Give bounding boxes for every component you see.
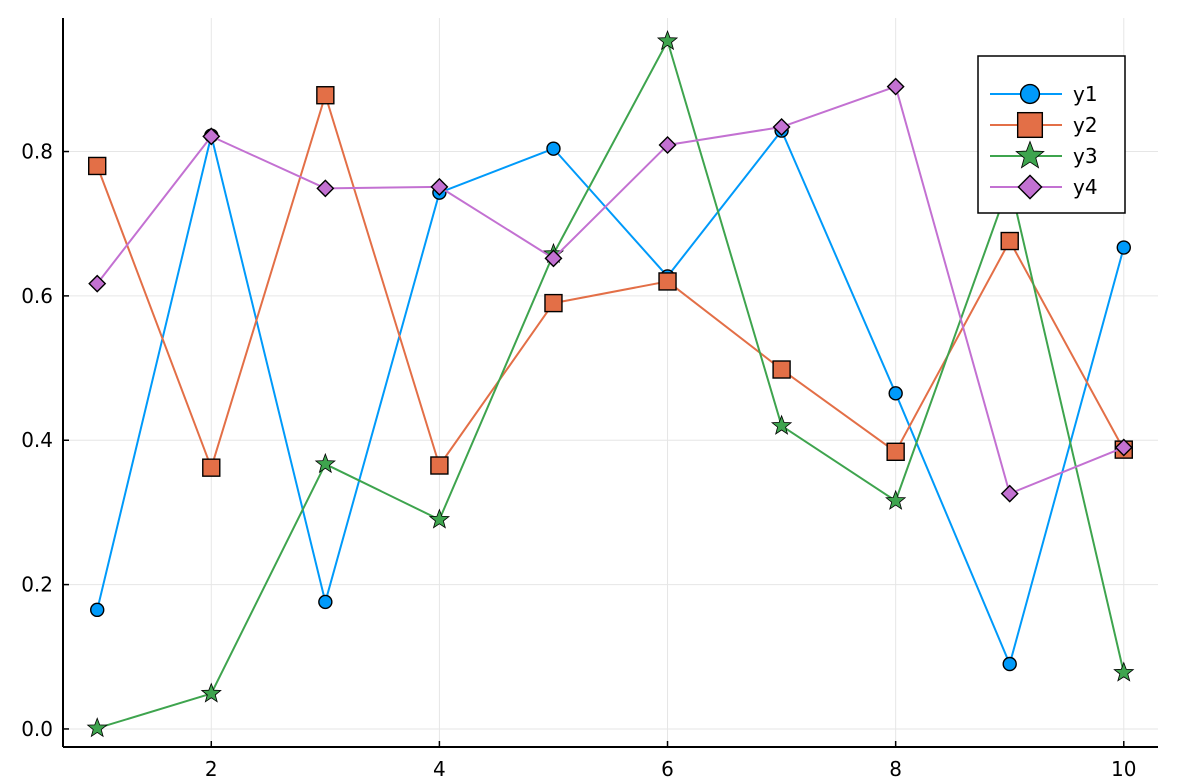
data-point-y3 xyxy=(1113,661,1135,682)
y-tick-label: 0.2 xyxy=(21,573,53,597)
data-point-y4 xyxy=(88,274,107,293)
data-point-y4 xyxy=(886,77,905,96)
series-y2 xyxy=(88,86,1133,477)
y-tick-label: 0.6 xyxy=(21,284,53,308)
data-point-y4 xyxy=(202,127,221,146)
series-line-y1 xyxy=(96,129,1125,665)
y-tick-label: 0.4 xyxy=(21,428,53,452)
legend: y1 y2 y3 y4 xyxy=(977,55,1126,214)
data-point-y4 xyxy=(1000,484,1019,503)
legend-item-y2: y2 xyxy=(990,111,1098,139)
data-point-y4 xyxy=(772,117,791,136)
data-point-y2 xyxy=(1000,231,1019,251)
data-point-y2 xyxy=(202,458,221,477)
data-point-y3 xyxy=(885,489,907,510)
data-point-y2 xyxy=(658,272,677,291)
y-tick-label: 0.0 xyxy=(21,717,53,741)
legend-item-y4: y4 xyxy=(990,174,1098,200)
data-point-y2 xyxy=(886,442,905,461)
x-tick-label: 6 xyxy=(661,757,674,781)
axes: 2 4 6 8 10 0.0 0.2 0.4 0.6 0.8 xyxy=(21,18,1158,781)
data-point-y2 xyxy=(430,456,449,475)
data-point-y1 xyxy=(1002,656,1017,672)
series-group xyxy=(86,29,1135,738)
data-point-y2 xyxy=(88,156,107,176)
data-point-y3 xyxy=(656,29,679,51)
data-point-y3 xyxy=(770,414,793,435)
legend-item-y1: y1 xyxy=(990,82,1098,106)
legend-marker xyxy=(1015,140,1045,169)
data-point-y1 xyxy=(318,594,333,610)
legend-label: y4 xyxy=(1073,175,1098,199)
data-point-y2 xyxy=(544,293,563,313)
data-point-y4 xyxy=(544,249,563,268)
data-point-y1 xyxy=(1116,240,1131,255)
legend-label: y2 xyxy=(1073,113,1098,137)
y-tick-label: 0.8 xyxy=(21,140,53,164)
data-point-y1 xyxy=(888,386,903,401)
legend-marker xyxy=(1017,174,1043,200)
data-point-y3 xyxy=(200,682,222,703)
data-point-y3 xyxy=(314,452,336,474)
x-tick-label: 10 xyxy=(1111,757,1136,781)
x-tick-label: 2 xyxy=(205,757,218,781)
x-tick-label: 4 xyxy=(433,757,446,781)
data-point-y4 xyxy=(1114,438,1133,457)
data-point-y4 xyxy=(430,177,449,196)
series-y1 xyxy=(90,123,1131,672)
series-y4 xyxy=(88,77,1133,503)
data-point-y3 xyxy=(86,717,108,738)
data-point-y2 xyxy=(316,86,335,105)
data-point-y1 xyxy=(546,141,561,156)
legend-box xyxy=(977,55,1126,214)
data-point-y4 xyxy=(658,136,677,155)
legend-label: y1 xyxy=(1073,82,1098,106)
series-line-y4 xyxy=(96,85,1125,495)
data-point-y1 xyxy=(90,602,105,618)
legend-item-y3: y3 xyxy=(990,140,1098,169)
x-tick-label: 8 xyxy=(889,757,902,781)
series-line-y2 xyxy=(96,94,1125,469)
legend-marker xyxy=(1016,111,1044,139)
series-y3 xyxy=(86,29,1135,738)
legend-label: y3 xyxy=(1073,144,1098,168)
data-point-y4 xyxy=(316,179,335,198)
legend-marker xyxy=(1019,83,1041,105)
data-point-y3 xyxy=(428,508,451,529)
data-point-y2 xyxy=(772,360,791,379)
series-line-y3 xyxy=(96,40,1125,730)
